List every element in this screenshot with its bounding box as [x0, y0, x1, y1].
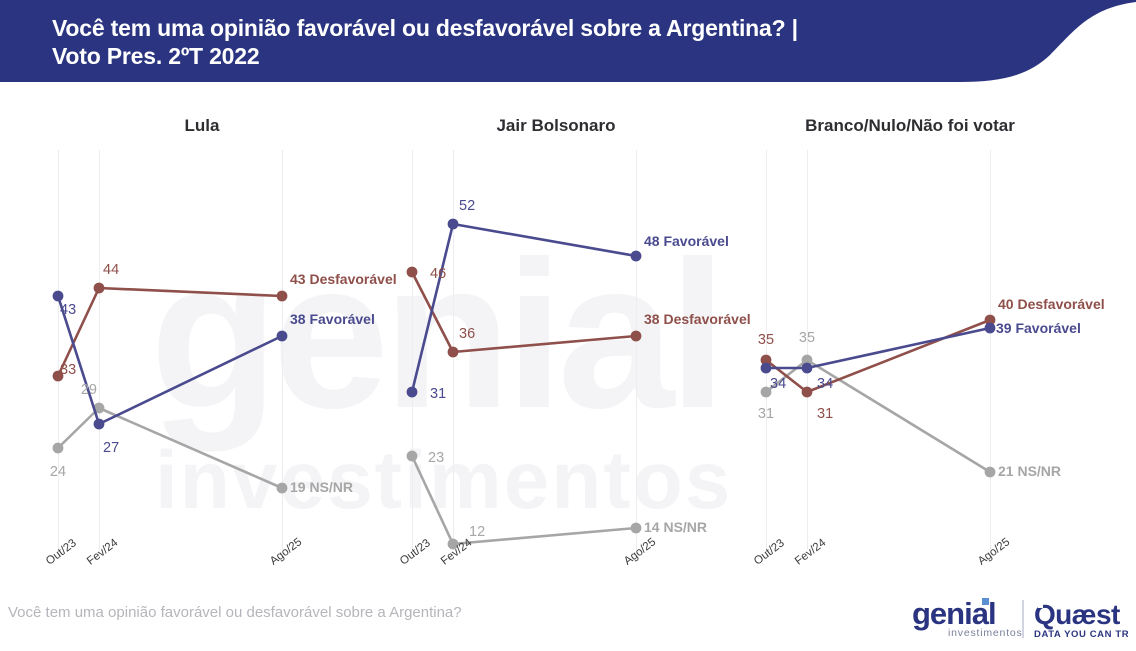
series-layer — [760, 314, 996, 478]
brand-logos: genial investimentos Quæst DATA YOU CAN … — [910, 596, 1136, 642]
data-point-desfavoravel-Ago/25 — [630, 330, 642, 342]
series-line-desfavoravel — [410, 270, 638, 354]
value-label-favoravel-Out/23: 31 — [430, 386, 447, 402]
value-label-favoravel-Out/23: 34 — [770, 376, 787, 392]
plot-area: 43 27 38 Favorável 33 44 43 Desfavorável 24 29 1… — [18, 150, 397, 568]
page-title: Você tem uma opinião favorável ou desfav… — [52, 14, 992, 70]
data-point-favoravel-Out/23 — [406, 386, 418, 398]
value-label-nsnr-Fev/24: 12 — [469, 524, 486, 540]
series-line-nsnr — [56, 406, 284, 490]
header-shape — [0, 0, 1136, 82]
value-label-nsnr-Fev/24: 29 — [80, 382, 97, 398]
end-label-favoravel: 39 Favorável — [996, 320, 1081, 336]
logo-genial-sub-text: investimentos — [948, 627, 1023, 639]
gridline-Ago/25 — [990, 150, 991, 550]
data-point-nsnr-Out/23 — [52, 442, 64, 454]
value-label-favoravel-Fev/24: 34 — [817, 376, 834, 392]
data-point-favoravel-Ago/25 — [984, 322, 996, 334]
data-point-nsnr-Fev/24 — [447, 538, 459, 550]
page-title-line2: Voto Pres. 2ºT 2022 — [52, 43, 260, 69]
gridline-Out/23 — [58, 150, 59, 550]
data-point-desfavoravel-Out/23 — [52, 370, 64, 382]
data-point-favoravel-Out/23 — [52, 290, 64, 302]
value-label-desfavoravel-Out/23: 33 — [60, 362, 77, 378]
end-label-nsnr: 14 NS/NR — [644, 519, 708, 535]
end-label-favoravel: 38 Favorável — [290, 311, 375, 327]
panel-3: Branco/Nulo/Não foi votar 34 34 39 Favoráve… — [726, 104, 1105, 574]
series-line-favoravel — [56, 294, 284, 426]
data-point-desfavoravel-Fev/24 — [801, 386, 813, 398]
data-point-favoravel-Fev/24 — [93, 418, 105, 430]
data-point-desfavoravel-Out/23 — [406, 266, 418, 278]
logo-genial-square — [982, 598, 989, 605]
data-point-nsnr-Ago/25 — [276, 482, 288, 494]
footer-note: Você tem uma opinião favorável ou desfav… — [8, 604, 462, 621]
data-point-nsnr-Fev/24 — [93, 402, 105, 414]
series-layer — [52, 282, 288, 494]
data-point-favoravel-Ago/25 — [630, 250, 642, 262]
value-label-favoravel-Fev/24: 52 — [459, 198, 476, 214]
end-label-desfavoravel: 38 Desfavorável — [644, 311, 751, 327]
gridline-Ago/25 — [282, 150, 283, 550]
value-label-desfavoravel-Out/23: 35 — [757, 332, 775, 348]
data-point-nsnr-Out/23 — [406, 450, 418, 462]
page-header: Você tem uma opinião favorável ou desfav… — [0, 0, 1136, 92]
value-label-desfavoravel-Fev/24: 36 — [459, 326, 476, 342]
value-label-favoravel-Out/23: 43 — [60, 302, 77, 318]
data-point-desfavoravel-Fev/24 — [93, 282, 105, 294]
data-point-desfavoravel-Out/23 — [760, 354, 772, 366]
data-point-desfavoravel-Ago/25 — [984, 314, 996, 326]
data-point-nsnr-Ago/25 — [984, 466, 996, 478]
data-point-favoravel-Fev/24 — [447, 218, 459, 230]
series-line-desfavoravel — [56, 286, 284, 378]
data-point-desfavoravel-Fev/24 — [447, 346, 459, 358]
panel-title: Branco/Nulo/Não foi votar — [805, 116, 1015, 135]
gridline-Fev/24 — [99, 150, 100, 550]
data-point-desfavoravel-Ago/25 — [276, 290, 288, 302]
end-label-desfavoravel: 43 Desfavorável — [290, 271, 397, 287]
end-label-favoravel: 48 Favorável — [644, 233, 729, 249]
end-label-nsnr: 21 NS/NR — [998, 463, 1062, 479]
data-point-favoravel-Ago/25 — [276, 330, 288, 342]
plot-area: 34 34 39 Favorável 35 31 40 Desfavorável 31 35 2… — [726, 150, 1105, 568]
value-label-nsnr-Out/23: 23 — [428, 450, 445, 466]
panel-title: Lula — [184, 116, 220, 135]
data-point-favoravel-Out/23 — [760, 362, 772, 374]
gridline-Out/23 — [766, 150, 767, 550]
end-label-desfavoravel: 40 Desfavorável — [998, 296, 1105, 312]
series-line-favoravel — [410, 222, 638, 394]
gridline-Out/23 — [412, 150, 413, 550]
gridline-Ago/25 — [636, 150, 637, 550]
data-point-favoravel-Fev/24 — [801, 362, 813, 374]
panel-1: Lula 43 27 38 Favorável 33 44 43 Desfavorável 2… — [18, 104, 397, 574]
value-label-favoravel-Fev/24: 27 — [103, 440, 120, 456]
logo-quaest-sub-text: DATA YOU CAN TRUST — [1034, 629, 1128, 640]
page-title-line1: Você tem uma opinião favorável ou desfav… — [52, 15, 798, 41]
value-label-desfavoravel-Out/23: 46 — [430, 266, 447, 282]
end-label-nsnr: 19 NS/NR — [290, 479, 354, 495]
gridline-Fev/24 — [807, 150, 808, 550]
logo-svg: genial investimentos Quæst DATA YOU CAN … — [912, 596, 1136, 640]
value-label-nsnr-Fev/24: 35 — [798, 330, 816, 346]
plot-area: 31 52 48 Favorável 46 36 38 Desfavorável 23 12 1… — [372, 150, 751, 568]
data-point-nsnr-Ago/25 — [630, 522, 642, 534]
value-label-nsnr-Out/23: 24 — [49, 464, 67, 480]
data-point-nsnr-Out/23 — [760, 386, 772, 398]
logo-quaest-dot — [1038, 603, 1043, 608]
data-point-nsnr-Fev/24 — [801, 354, 813, 366]
value-label-nsnr-Out/23: 31 — [757, 406, 775, 422]
logo-quaest-text: Quæst — [1034, 599, 1120, 630]
panel-title: Jair Bolsonaro — [496, 116, 616, 135]
value-label-desfavoravel-Fev/24: 31 — [817, 406, 834, 422]
series-layer — [406, 218, 642, 550]
value-label-desfavoravel-Fev/24: 44 — [103, 262, 120, 278]
panel-2: Jair Bolsonaro 31 52 48 Favorável 46 36 38 Des… — [372, 104, 751, 574]
series-line-nsnr — [764, 358, 992, 474]
series-line-nsnr — [410, 454, 638, 546]
